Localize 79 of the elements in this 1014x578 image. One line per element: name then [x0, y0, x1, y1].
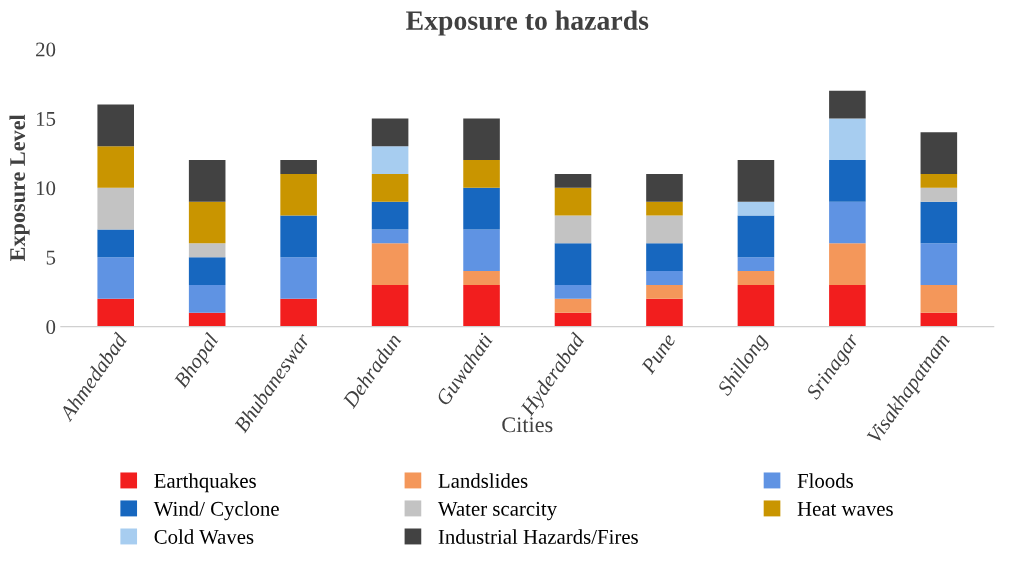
bar [646, 201, 683, 216]
bar [280, 257, 317, 299]
chart-title: Exposure to hazards [406, 10, 649, 36]
bar [554, 312, 592, 327]
bar [829, 201, 866, 244]
legend-label: Heat waves [797, 502, 893, 516]
bar [920, 173, 958, 188]
bar [463, 271, 500, 285]
bar [554, 173, 592, 188]
bar [463, 229, 500, 272]
bar [737, 201, 775, 216]
bar [920, 201, 958, 244]
bar [737, 257, 775, 272]
legend-label: Cold Waves [154, 529, 254, 545]
bar [188, 312, 226, 327]
bar [737, 160, 775, 202]
y-tick-label: 5 [46, 250, 56, 265]
y-tick-label: 15 [36, 111, 56, 126]
legend-label: Earthquakes [154, 473, 256, 493]
bar [280, 173, 317, 216]
bar [188, 243, 226, 258]
bar [554, 298, 592, 313]
bar [646, 173, 683, 202]
bar [829, 160, 866, 202]
bar [280, 160, 317, 174]
y-tick-label: 0 [46, 319, 56, 334]
bar [371, 284, 409, 327]
bar [463, 118, 500, 161]
bar [646, 298, 683, 327]
bar [371, 146, 409, 174]
bar [646, 271, 683, 285]
bar [371, 173, 409, 202]
bar [371, 118, 409, 147]
legend-label: Landslides [438, 473, 528, 488]
bar [97, 187, 135, 230]
bar [463, 160, 500, 188]
y-tick-label: 20 [36, 42, 56, 57]
bar [188, 284, 226, 313]
bar [280, 298, 317, 327]
bar [920, 312, 958, 327]
y-axis-title: Exposure Level [9, 114, 30, 262]
bar [554, 215, 592, 244]
bar [554, 284, 592, 299]
bar [371, 229, 409, 244]
bar [371, 243, 409, 285]
bar [920, 284, 958, 313]
bar [920, 187, 958, 202]
bar [646, 215, 683, 244]
bar [554, 187, 592, 216]
bar [920, 132, 958, 174]
bar [646, 284, 683, 299]
bar [737, 271, 775, 285]
bar [97, 146, 135, 188]
bar [188, 257, 226, 285]
bar [97, 229, 135, 258]
bar [371, 201, 409, 230]
legend-label: Floods [797, 473, 853, 488]
bar [463, 187, 500, 230]
bar [737, 215, 775, 258]
bar [554, 243, 592, 285]
bar [829, 284, 866, 327]
x-axis-title: Cities [502, 417, 553, 433]
bar [463, 284, 500, 327]
bar [829, 118, 866, 161]
legend-label: Water scarcity [437, 501, 558, 521]
legend-label: Industrial Hazards/Fires [438, 529, 638, 544]
legend-label: Wind/ Cyclone [153, 501, 279, 521]
bar [646, 243, 683, 272]
bar [829, 243, 866, 285]
bar [97, 257, 135, 299]
bar [920, 243, 958, 285]
bar [829, 90, 866, 119]
bar [97, 104, 135, 147]
bar [188, 201, 226, 244]
bar [280, 215, 317, 258]
bar [737, 284, 775, 327]
y-tick-label: 10 [36, 181, 56, 196]
bar [188, 160, 226, 202]
bar [97, 298, 135, 327]
